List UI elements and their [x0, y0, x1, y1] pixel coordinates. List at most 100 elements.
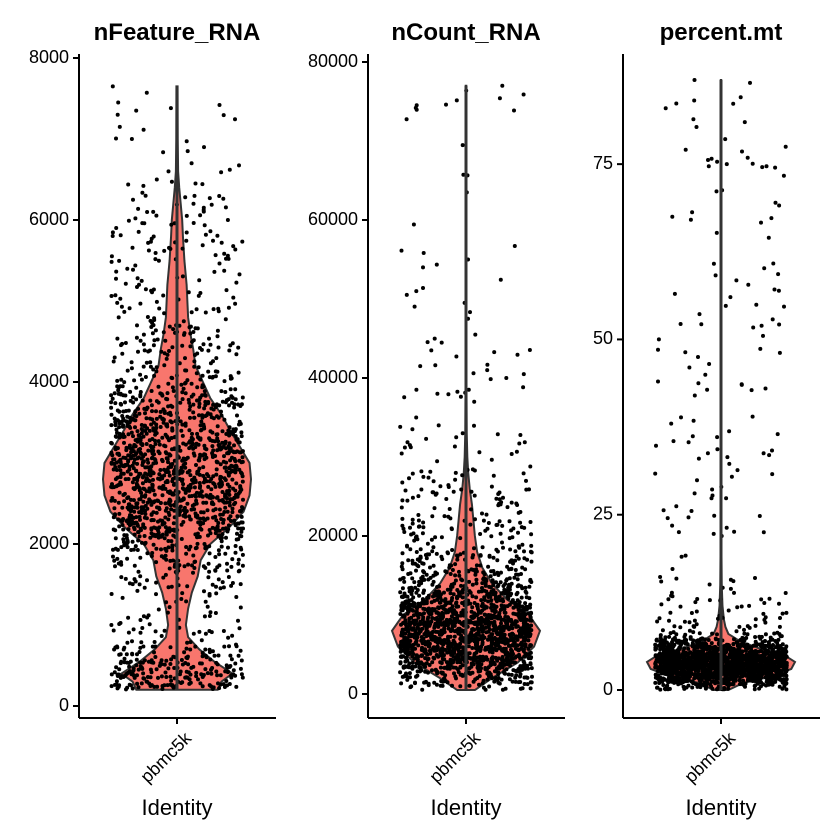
data-point [237, 163, 241, 168]
data-point [524, 595, 529, 600]
data-point [168, 419, 173, 424]
data-point [179, 522, 184, 527]
data-point [760, 640, 765, 645]
data-point [180, 397, 185, 402]
data-point [203, 310, 208, 315]
data-point [758, 643, 763, 648]
data-point [455, 389, 460, 394]
outlier-point [202, 145, 206, 150]
data-point [202, 443, 207, 448]
data-point [151, 660, 156, 665]
data-point [206, 369, 211, 374]
data-point [695, 597, 700, 601]
data-point [129, 522, 134, 527]
data-point [419, 469, 424, 474]
data-point [221, 629, 226, 633]
data-point [499, 570, 503, 575]
data-point [433, 646, 438, 651]
data-point [207, 375, 212, 380]
data-point [158, 409, 163, 414]
data-point [239, 470, 243, 475]
data-point [238, 605, 243, 610]
data-point [154, 422, 159, 427]
data-point [498, 635, 503, 640]
data-point [523, 651, 528, 656]
data-point [212, 269, 217, 274]
data-point [155, 498, 160, 503]
data-point [116, 388, 121, 393]
data-point [710, 493, 715, 498]
data-point [214, 432, 219, 437]
data-point [509, 617, 514, 622]
data-point [686, 515, 691, 520]
data-point [218, 447, 223, 452]
data-point [431, 563, 436, 568]
data-point [520, 686, 525, 691]
data-point [423, 640, 428, 644]
data-point [432, 506, 437, 511]
data-point [480, 581, 485, 586]
data-point [192, 507, 197, 512]
data-point [158, 391, 163, 396]
data-point [429, 637, 434, 642]
data-point [120, 351, 125, 356]
data-point [233, 523, 238, 528]
data-point [162, 311, 167, 316]
data-point [153, 629, 158, 634]
data-point [402, 530, 407, 534]
data-point [753, 617, 758, 622]
data-point [146, 460, 151, 465]
data-point [230, 469, 235, 474]
data-point [458, 552, 463, 557]
data-point [521, 92, 526, 97]
data-point [513, 549, 518, 554]
data-point [528, 618, 533, 623]
data-point [431, 545, 436, 550]
data-point [193, 532, 198, 537]
data-point [479, 604, 484, 608]
data-point [163, 508, 168, 513]
data-point [689, 509, 694, 513]
data-point [109, 484, 114, 489]
data-point [505, 657, 510, 662]
data-point [230, 506, 235, 511]
data-point [153, 432, 158, 437]
data-point [181, 513, 186, 518]
data-point [159, 674, 164, 679]
data-point [122, 533, 127, 538]
data-point [749, 678, 754, 683]
data-point [220, 399, 225, 404]
data-point [191, 477, 196, 482]
data-point [117, 464, 122, 469]
data-point [413, 664, 418, 669]
data-point [522, 675, 527, 680]
data-point [116, 500, 121, 505]
data-point [516, 612, 521, 617]
data-point [184, 545, 189, 549]
data-point [203, 631, 208, 636]
data-point [433, 492, 438, 497]
data-point [183, 368, 188, 373]
data-point [231, 486, 236, 491]
data-point [411, 601, 416, 605]
data-point [239, 658, 244, 663]
data-point [217, 552, 222, 557]
data-point [407, 476, 411, 481]
data-point [229, 583, 234, 588]
data-point [467, 666, 472, 671]
data-point [180, 390, 185, 395]
data-point [109, 393, 114, 398]
data-point [117, 409, 122, 414]
data-point [410, 471, 415, 476]
data-point [162, 351, 167, 356]
data-point [480, 654, 485, 659]
data-point [148, 416, 153, 421]
data-point [518, 520, 523, 525]
data-point [232, 502, 236, 507]
data-point [412, 580, 417, 585]
data-point [219, 413, 224, 418]
data-point [139, 494, 144, 499]
data-point [460, 143, 465, 148]
data-point [201, 510, 206, 515]
data-point [489, 534, 494, 539]
